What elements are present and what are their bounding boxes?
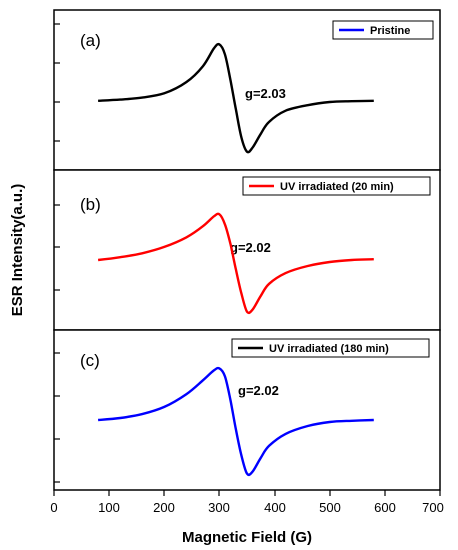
y-ticks [54,23,60,483]
x-tick-label: 400 [264,500,286,515]
panel-b-legend: UV irradiated (20 min) [242,176,431,196]
x-tick-label: 100 [98,500,120,515]
panel-a-letter: (a) [80,31,101,50]
panel-b: (b) g=2.02 UV irradiated (20 min) [53,169,441,331]
y-axis-title: ESR Intensity(a.u.) [9,184,26,317]
series-line-3-1 [98,366,374,477]
x-tick-label: 700 [422,500,444,515]
panel-b-series [97,212,374,315]
panel-c-legend: UV irradiated (180 min) [231,338,430,358]
panel-a-legend-label: Pristine [370,25,410,37]
panel-b-g-value: g=2.02 [230,240,271,255]
panel-c-letter: (c) [80,351,100,370]
panel-b-legend-label: UV irradiated (20 min) [280,181,394,193]
series-line-2-1 [97,212,374,315]
panel-a: (a) g=2.03 Pristine [53,9,441,171]
panel-c-g-value: g=2.02 [238,383,279,398]
series-line-1-1 [98,42,374,154]
x-axis: 0 100 200 300 400 500 600 700 [50,490,444,515]
panel-c-legend-box [231,338,430,358]
panel-c-series [98,366,374,477]
panel-a-g-value: g=2.03 [245,86,286,101]
x-tick-label: 0 [50,500,57,515]
panel-a-series [98,42,374,154]
x-tick-label: 300 [208,500,230,515]
panel-b-letter: (b) [80,195,101,214]
panel-c: (c) g=2.02 UV irradiated (180 min) [53,329,441,491]
x-tick-label: 200 [153,500,175,515]
x-axis-title: Magnetic Field (G) [182,529,312,546]
panel-a-legend-box [332,20,434,40]
panel-a-legend: Pristine [332,20,434,40]
panel-b-legend-box [242,176,431,196]
panel-b-frame [53,169,441,331]
x-tick-label: 500 [319,500,341,515]
x-tick-label: 600 [374,500,396,515]
panel-c-legend-label: UV irradiated (180 min) [269,343,389,355]
